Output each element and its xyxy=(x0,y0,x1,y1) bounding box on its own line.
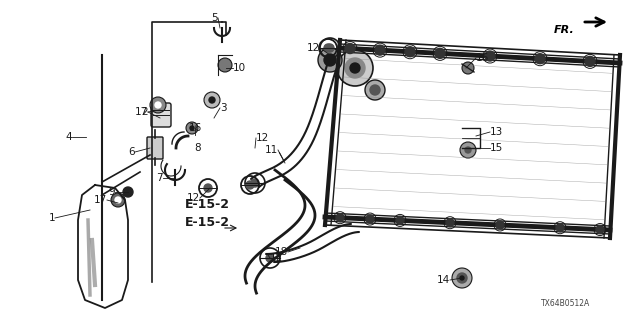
Circle shape xyxy=(345,58,365,78)
Circle shape xyxy=(460,276,464,280)
Text: 9: 9 xyxy=(108,187,115,197)
Circle shape xyxy=(326,44,334,52)
Text: 14: 14 xyxy=(436,275,450,285)
Circle shape xyxy=(155,102,161,108)
Circle shape xyxy=(465,147,471,153)
Circle shape xyxy=(596,226,604,234)
Text: 18: 18 xyxy=(275,247,288,257)
Circle shape xyxy=(535,54,545,64)
Text: 12: 12 xyxy=(270,253,284,263)
Circle shape xyxy=(337,50,373,86)
Circle shape xyxy=(556,224,564,232)
Circle shape xyxy=(462,62,474,74)
FancyBboxPatch shape xyxy=(147,137,163,159)
Circle shape xyxy=(324,54,336,66)
Circle shape xyxy=(452,268,472,288)
Circle shape xyxy=(396,216,404,224)
Text: 12: 12 xyxy=(307,43,320,53)
Text: 12: 12 xyxy=(187,193,200,203)
Circle shape xyxy=(251,179,259,187)
Circle shape xyxy=(204,92,220,108)
Circle shape xyxy=(350,63,360,73)
Circle shape xyxy=(266,254,274,262)
Text: 1: 1 xyxy=(49,213,55,223)
Circle shape xyxy=(111,193,125,207)
Circle shape xyxy=(318,48,342,72)
Text: E-15-2: E-15-2 xyxy=(185,198,230,212)
Text: 8: 8 xyxy=(195,143,202,153)
Text: TX64B0512A: TX64B0512A xyxy=(541,299,590,308)
Circle shape xyxy=(336,214,344,222)
Circle shape xyxy=(370,85,380,95)
Text: 7: 7 xyxy=(156,173,163,183)
Circle shape xyxy=(218,58,232,72)
Circle shape xyxy=(457,273,467,283)
Text: 17: 17 xyxy=(93,195,107,205)
Circle shape xyxy=(123,187,133,197)
Text: E-15-2: E-15-2 xyxy=(185,217,230,229)
Text: 6: 6 xyxy=(129,147,135,157)
Circle shape xyxy=(460,142,476,158)
Text: 17: 17 xyxy=(135,107,148,117)
Circle shape xyxy=(150,97,166,113)
Text: 16: 16 xyxy=(188,123,202,133)
Text: 4: 4 xyxy=(65,132,72,142)
Text: 5: 5 xyxy=(211,13,218,23)
Text: 3: 3 xyxy=(220,103,227,113)
Circle shape xyxy=(204,184,212,192)
Text: 2: 2 xyxy=(141,107,148,117)
Text: 16: 16 xyxy=(476,53,489,63)
Text: FR.: FR. xyxy=(554,25,575,35)
Circle shape xyxy=(485,51,495,61)
Text: 12: 12 xyxy=(256,133,269,143)
Circle shape xyxy=(186,122,198,134)
Circle shape xyxy=(209,97,215,103)
Circle shape xyxy=(190,126,194,130)
Circle shape xyxy=(366,215,374,223)
Circle shape xyxy=(375,45,385,55)
Circle shape xyxy=(585,56,595,66)
Text: 15: 15 xyxy=(490,143,503,153)
Circle shape xyxy=(115,197,121,203)
Circle shape xyxy=(496,221,504,229)
Text: 11: 11 xyxy=(265,145,278,155)
Circle shape xyxy=(324,44,332,52)
Circle shape xyxy=(446,219,454,227)
Circle shape xyxy=(345,44,355,53)
Text: 13: 13 xyxy=(490,127,503,137)
Circle shape xyxy=(435,48,445,58)
Circle shape xyxy=(246,181,254,189)
Text: 10: 10 xyxy=(233,63,246,73)
FancyBboxPatch shape xyxy=(151,103,171,127)
Circle shape xyxy=(405,47,415,57)
Circle shape xyxy=(365,80,385,100)
